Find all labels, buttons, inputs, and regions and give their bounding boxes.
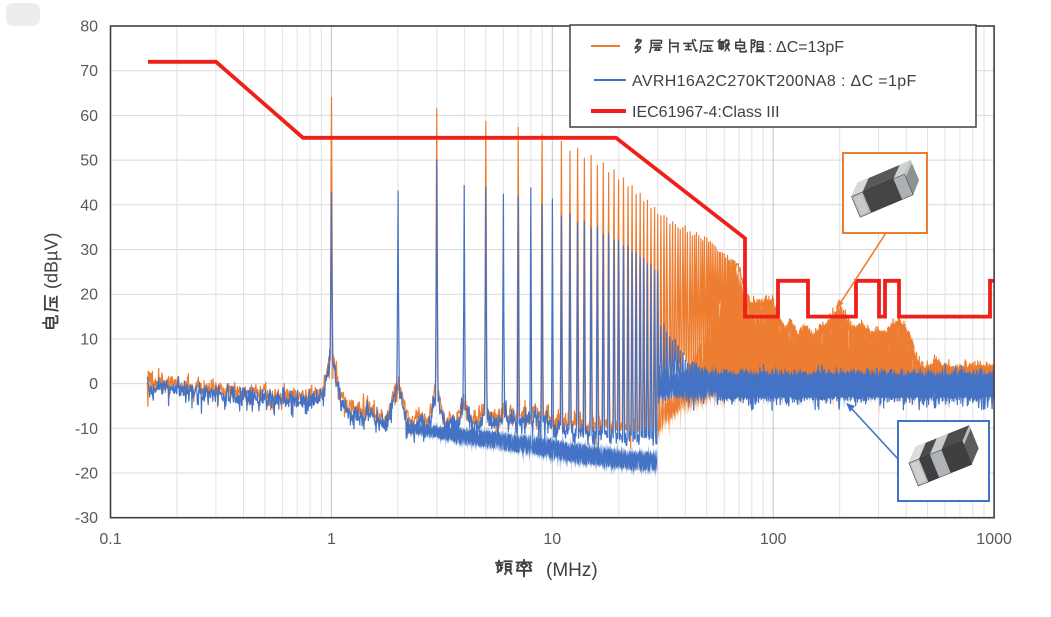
svg-text:(dBµV): (dBµV) xyxy=(42,233,62,289)
svg-text:1000: 1000 xyxy=(976,531,1012,548)
svg-text:40: 40 xyxy=(80,197,98,214)
svg-text:0.1: 0.1 xyxy=(99,531,121,548)
svg-text:-20: -20 xyxy=(75,466,98,483)
svg-text:AVRH16A2C270KT200NA8 : ΔC =1pF: AVRH16A2C270KT200NA8 : ΔC =1pF xyxy=(632,73,917,90)
svg-text:70: 70 xyxy=(80,63,98,80)
svg-text:-30: -30 xyxy=(75,510,98,527)
svg-text:100: 100 xyxy=(760,531,787,548)
svg-text:1: 1 xyxy=(327,531,336,548)
svg-text:10: 10 xyxy=(543,531,561,548)
svg-text:30: 30 xyxy=(80,242,98,259)
svg-text:10: 10 xyxy=(80,331,98,348)
svg-text:50: 50 xyxy=(80,153,98,170)
svg-text:80: 80 xyxy=(80,19,98,36)
svg-text:IEC61967-4:Class III: IEC61967-4:Class III xyxy=(632,104,780,121)
svg-text:-10: -10 xyxy=(75,421,98,438)
svg-text:0: 0 xyxy=(89,376,98,393)
svg-text:60: 60 xyxy=(80,108,98,125)
svg-text:(MHz): (MHz) xyxy=(546,560,598,581)
svg-text:20: 20 xyxy=(80,287,98,304)
svg-text:: ΔC=13pF: : ΔC=13pF xyxy=(768,39,844,56)
